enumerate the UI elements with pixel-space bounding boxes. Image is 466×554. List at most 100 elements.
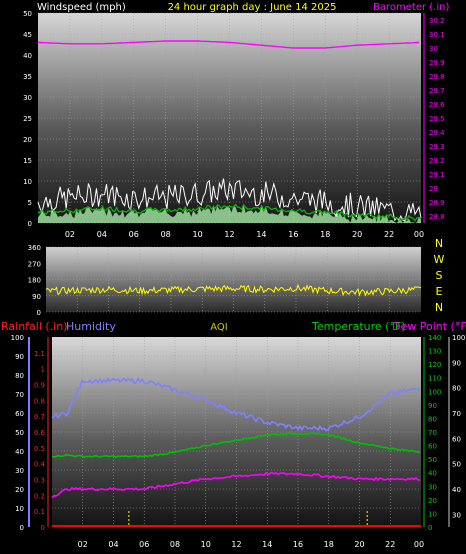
direction-tick-label: 180 (28, 277, 41, 285)
windspeed-tick-label: 50 (23, 10, 32, 18)
time-tick-label: 22 (384, 230, 394, 239)
barometer-tick-label: 29.8 (429, 73, 445, 81)
dewpoint-tick-label: 90 (452, 359, 461, 367)
windspeed-tick-label: 20 (23, 136, 32, 144)
rainfall-tick-label: 1.1 (34, 350, 45, 358)
rainfall-tick-label: 0.7 (34, 413, 45, 421)
dewpoint-line (51, 471, 421, 499)
direction-tick-label: 360 (28, 244, 41, 252)
climate-plot-area (52, 337, 421, 527)
humidity-tick-label: 60 (15, 410, 24, 418)
temperature-tick-label: 140 (428, 334, 441, 342)
time-tick-label: 10 (201, 540, 211, 549)
humidity-tick-label: 0 (20, 524, 24, 532)
dewpoint-tick-label: 80 (452, 385, 461, 393)
compass-letter: S (436, 269, 443, 282)
aqi-label: AQI (210, 322, 228, 333)
barometer-tick-label: 30 (429, 45, 438, 53)
barometer-axis-title: Barometer (.in) (373, 2, 449, 13)
windspeed-tick-label: 30 (23, 94, 32, 102)
temperature-tick-label: 10 (428, 510, 437, 518)
temperature-tick-label: 70 (428, 429, 437, 437)
rainfall-tick-label: 0.3 (34, 477, 45, 485)
humidity-tick-label: 100 (11, 334, 24, 342)
wind-baro-grid (38, 12, 421, 224)
direction-tick-label: 90 (32, 293, 41, 301)
temperature-tick-label: 50 (428, 456, 437, 464)
barometer-line (37, 40, 420, 49)
humidity-tick-label: 10 (15, 505, 24, 513)
windspeed-tick-label: 25 (23, 115, 32, 123)
time-tick-label: 00 (414, 230, 424, 239)
chart-title: 24 hour graph day : June 14 2025 (168, 2, 337, 13)
humidity-line (51, 376, 421, 432)
time-tick-label: 20 (352, 230, 362, 239)
temperature-tick-label: 0 (428, 524, 432, 532)
time-tick-label: 02 (65, 230, 75, 239)
compass-letter: N (435, 301, 443, 314)
barometer-tick-label: 29.4 (429, 129, 445, 137)
dewpoint-tick-label: 60 (452, 435, 461, 443)
humidity-tick-label: 50 (15, 429, 24, 437)
time-tick-label: 14 (262, 540, 272, 549)
humidity-tick-label: 80 (15, 372, 24, 380)
dewpoint-axis-title: Dew Point (°F) (392, 320, 466, 333)
wind-direction-series (45, 283, 422, 297)
rainfall-tick-label: 0.2 (34, 492, 45, 500)
dewpoint-tick-label: 40 (452, 486, 461, 494)
climate-panel: 010203040506070809010000.10.20.30.40.50.… (11, 334, 466, 549)
time-tick-label: 12 (224, 230, 234, 239)
temperature-tick-label: 110 (428, 375, 441, 383)
windspeed-axis: 0 5 10 15 20 25 30 35 40 45 50 (23, 10, 32, 228)
time-tick-label: 18 (320, 230, 330, 239)
barometer-tick-label: 29.9 (429, 59, 445, 67)
wind-direction-line (45, 283, 422, 297)
time-tick-label: 10 (192, 230, 202, 239)
time-tick-label: 08 (170, 540, 180, 549)
time-tick-label: 02 (78, 540, 88, 549)
humidity-tick-label: 40 (15, 448, 24, 456)
rainfall-tick-label: 0 (41, 524, 45, 532)
dewpoint-tick-label: 100 (452, 334, 465, 342)
time-tick-label: 22 (385, 540, 395, 549)
rainfall-tick-label: 0.5 (34, 445, 45, 453)
temperature-tick-label: 30 (428, 483, 437, 491)
time-tick-label: 04 (108, 540, 118, 549)
wind-gust-line (37, 178, 422, 222)
time-tick-label: 16 (293, 540, 303, 549)
direction-tick-label: 270 (28, 260, 41, 268)
humidity-tick-label: 70 (15, 391, 24, 399)
dewpoint-tick-label: 70 (452, 410, 461, 418)
barometer-tick-label: 29.5 (429, 115, 445, 123)
windspeed-tick-label: 10 (23, 178, 32, 186)
climate-series (51, 376, 421, 527)
direction-tick-label: 0 (37, 309, 41, 317)
time-tick-label: 08 (161, 230, 171, 239)
dewpoint-tick-label: 30 (452, 511, 461, 519)
temperature-tick-label: 120 (428, 361, 441, 369)
humidity-tick-label: 90 (15, 353, 24, 361)
time-tick-label: 18 (324, 540, 334, 549)
humidity-tick-label: 20 (15, 486, 24, 494)
rainfall-tick-label: 1 (41, 366, 45, 374)
barometer-tick-label: 29.3 (429, 143, 445, 151)
time-tick-label: 14 (256, 230, 266, 239)
windspeed-tick-label: 35 (23, 73, 32, 81)
time-tick-label: 12 (231, 540, 241, 549)
temperature-tick-label: 100 (428, 388, 441, 396)
time-tick-label: 20 (354, 540, 364, 549)
compass-letter: E (436, 285, 443, 298)
barometer-tick-label: 30.1 (429, 31, 445, 39)
barometer-tick-label: 29.7 (429, 87, 445, 95)
windspeed-tick-label: 45 (23, 31, 32, 39)
temperature-tick-label: 40 (428, 470, 437, 478)
barometer-tick-label: 29 (429, 185, 438, 193)
bottom-time-axis: 02 04 06 08 10 12 14 16 18 20 22 00 (78, 540, 424, 549)
wind-baro-series (37, 40, 422, 223)
time-tick-label: 16 (288, 230, 298, 239)
time-tick-label: 00 (414, 540, 424, 549)
